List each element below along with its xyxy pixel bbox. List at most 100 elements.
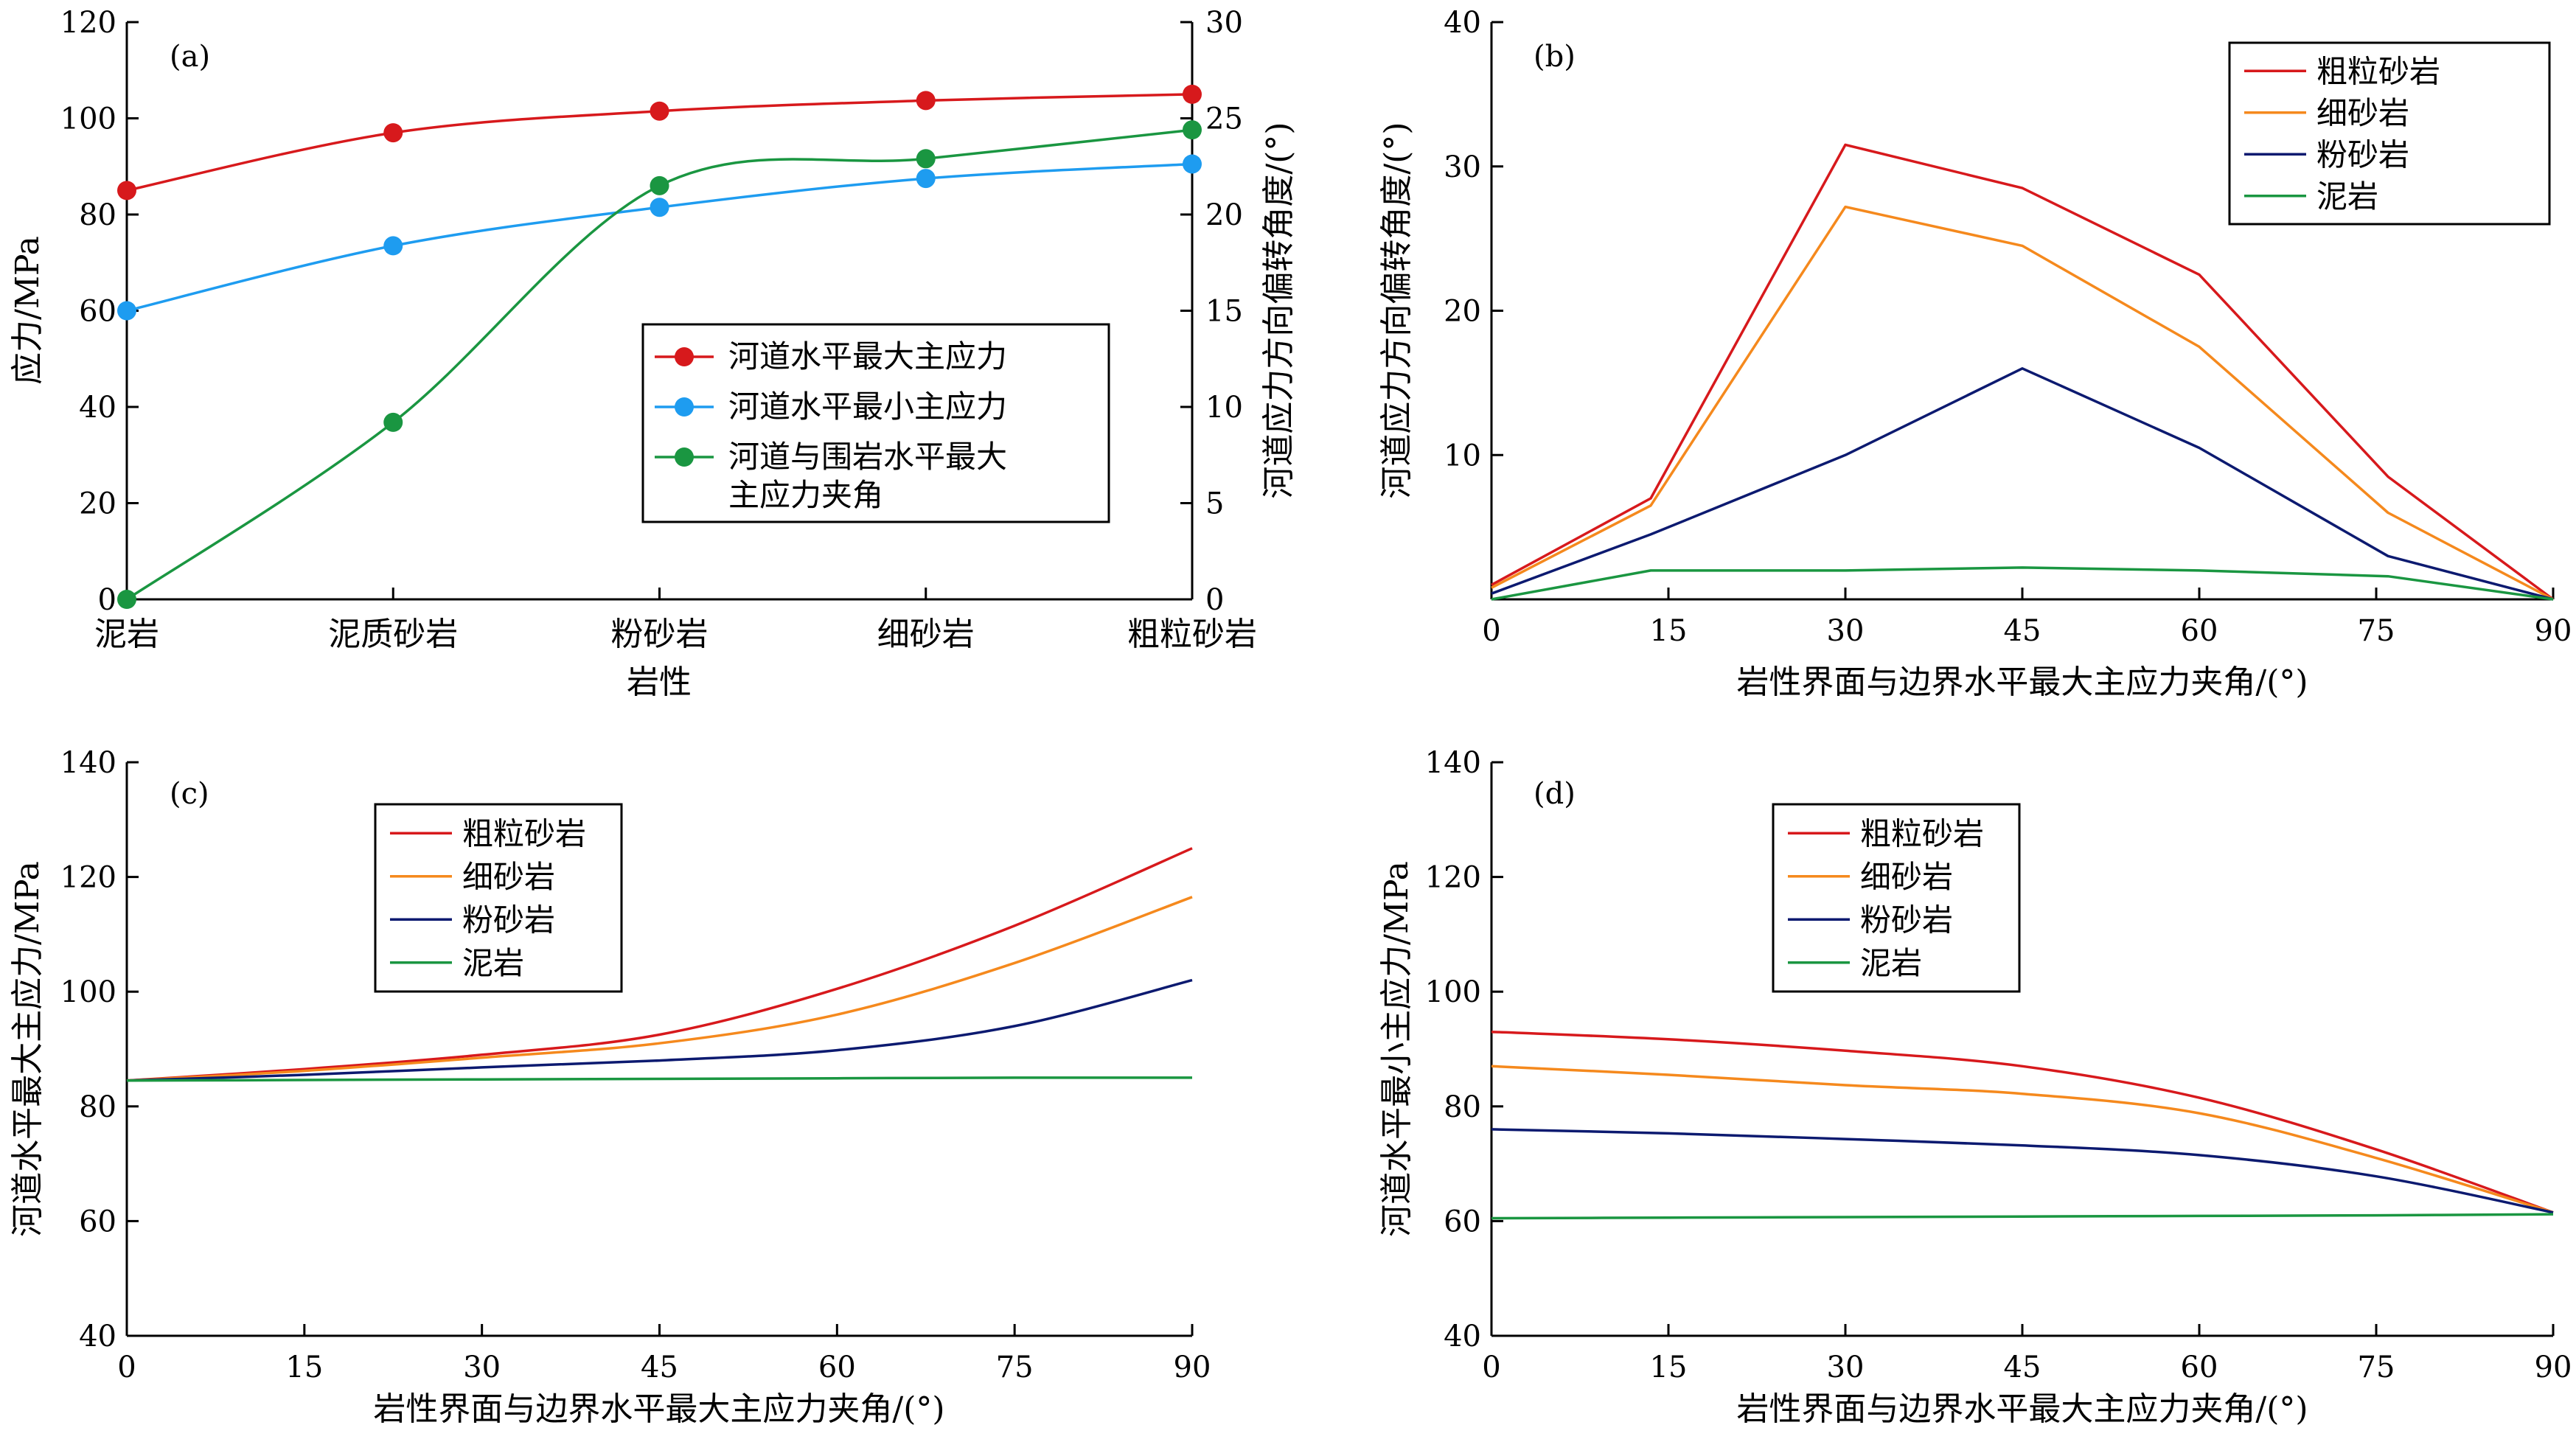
y-axis-title: 河道应力方向偏转角度/(°) [1378,122,1416,498]
x-tick-label: 90 [2535,614,2572,648]
panel-d: 40 60 80 100 120 140 0 15 30 45 60 75 90 岩性界面与边界水平最大主… [1378,746,2572,1428]
series-3 [1491,566,2554,601]
y-tick-label: 30 [1444,150,1481,184]
series-line [126,1076,1193,1082]
panel-label: (c) [170,777,209,811]
y-tick-label: 100 [60,102,116,136]
x-tick-label: 75 [996,1351,1034,1384]
y2-tick-label: 25 [1205,102,1243,136]
x-tick-label: 60 [2181,614,2218,648]
x-tick-label: 90 [1174,1351,1211,1384]
y2-axis-title: 河道应力方向偏转角度/(°) [1260,122,1298,498]
legend-label: 泥岩 [2316,178,2378,215]
panel-label: (b) [1534,40,1576,74]
series-0 [1491,143,2555,601]
y-tick-label: 60 [79,295,116,329]
panel-a: 0 20 40 60 80 100 120 0 5 10 15 20 25 30 泥岩 泥质砂岩 粉砂岩 细砂岩 粗… [9,6,1298,701]
x-tick-label: 0 [117,1351,136,1384]
data-point [383,236,403,256]
series-line [1491,1213,2554,1220]
series-2 [126,978,1193,1082]
y-tick-label: 120 [60,861,116,895]
y-tick-label: 60 [79,1205,116,1238]
x-category-label: 粉砂岩 [611,616,709,653]
x-tick-label: 90 [2535,1351,2572,1384]
legend-label: 细砂岩 [462,859,555,895]
legend-marker [675,447,694,467]
y-tick-label: 80 [79,1090,116,1124]
legend-label: 粉砂岩 [462,902,555,938]
data-point [916,169,936,189]
legend-label: 河道水平最大主应力 [728,338,1007,374]
data-point [916,91,936,111]
y-tick-label: 120 [1425,861,1481,895]
data-point [650,198,669,217]
x-tick-label: 60 [2181,1351,2218,1384]
series-line [1491,566,2554,601]
data-point [1183,154,1202,174]
legend-label: 泥岩 [1860,945,1922,981]
y-axis-title: 应力/MPa [9,236,46,385]
x-category-label: 粗粒砂岩 [1127,616,1257,653]
series-line [1491,205,2554,601]
legend-label: 粗粒砂岩 [2316,53,2440,89]
legend-box [374,803,623,993]
series-1 [1491,1065,2554,1214]
y-axis-title: 河道水平最大主应力/MPa [9,861,46,1237]
y-tick-label: 140 [1425,746,1481,780]
data-point [117,181,136,201]
panel-b: 10 20 30 40 0 15 30 45 60 75 90 岩性界面与边界水平最大主应力夹角/(°… [1378,6,2572,701]
data-point [117,590,136,609]
y-tick-label: 40 [79,1320,116,1353]
y2-tick-label: 10 [1205,391,1243,425]
series-line [126,847,1193,1082]
series-1 [1491,205,2554,601]
series-1 [126,896,1193,1082]
data-point [916,149,936,169]
legend-label: 粗粒砂岩 [462,815,586,851]
legend-label: 粗粒砂岩 [1860,815,1984,851]
series-line [126,978,1193,1082]
x-category-label: 泥质砂岩 [328,616,458,653]
x-tick-label: 30 [1827,614,1865,648]
series-0 [1491,1030,2554,1214]
x-category-label: 细砂岩 [877,616,975,653]
data-point [650,101,669,121]
y-tick-label: 0 [98,583,116,617]
panel-label: (d) [1534,777,1576,811]
series-0 [117,84,1202,201]
series-line [1491,1128,2554,1214]
x-tick-label: 0 [1482,614,1500,648]
y2-tick-label: 0 [1205,583,1224,617]
x-tick-label: 15 [1650,614,1688,648]
data-point [117,301,136,321]
data-point [1183,120,1202,140]
x-tick-label: 45 [2004,614,2041,648]
legend-label: 细砂岩 [2316,95,2409,131]
y-tick-label: 10 [1444,439,1481,473]
x-axis-title: 岩性界面与边界水平最大主应力夹角/(°) [1736,663,2308,701]
legend-label: 泥岩 [462,945,524,981]
x-tick-label: 15 [1650,1351,1688,1384]
y2-tick-label: 5 [1205,487,1224,521]
x-tick-label: 60 [818,1351,856,1384]
series-line [1491,143,2555,601]
series-2 [117,120,1202,609]
legend-marker [675,397,694,417]
x-tick-label: 45 [641,1351,678,1384]
y-tick-label: 80 [79,198,116,232]
data-point [383,412,403,432]
x-tick-label: 0 [1482,1351,1500,1384]
data-point [650,175,669,195]
y-tick-label: 140 [60,746,116,780]
legend-label: 粉砂岩 [2316,136,2409,173]
y-tick-label: 20 [1444,295,1481,329]
panel-c: 40 60 80 100 120 140 0 15 30 45 60 75 90 岩性界面与边界水平最大主… [9,746,1211,1428]
x-category-label: 泥岩 [94,616,159,653]
legend-box [1772,803,2021,993]
series-line [1491,1030,2554,1214]
series-2 [1491,1128,2554,1214]
